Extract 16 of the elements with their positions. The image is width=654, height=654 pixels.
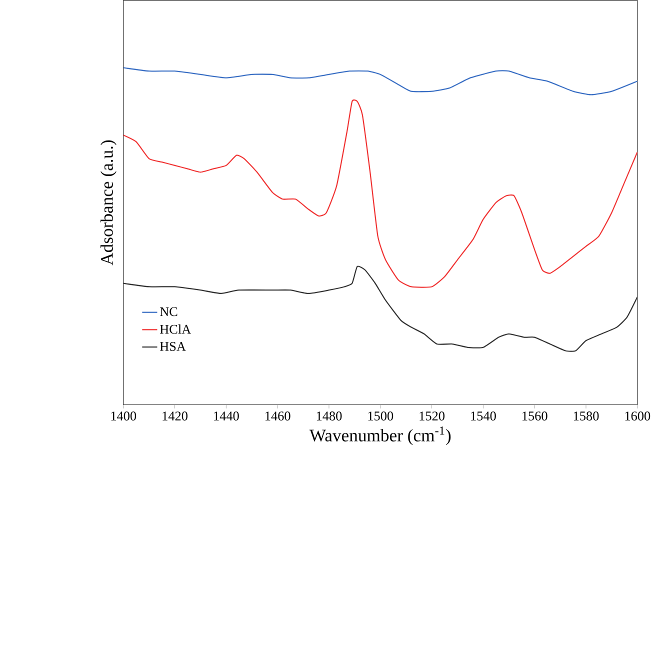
x-tick-label: 1420 bbox=[162, 412, 188, 420]
legend-label: HClA bbox=[160, 324, 192, 334]
x-tick-label: 1540 bbox=[471, 412, 496, 420]
x-tick-label: 1480 bbox=[317, 412, 342, 420]
x-tick-label: 1600 bbox=[626, 412, 650, 420]
x-tick-label: 1560 bbox=[522, 412, 548, 420]
x-tick-label: 1520 bbox=[420, 412, 445, 420]
legend-label: HSA bbox=[160, 342, 186, 351]
x-axis-title: Wavenumber (cm$^{-1}$) bbox=[310, 426, 451, 446]
y-axis-title: Adsorbance (a.u.) bbox=[100, 140, 117, 266]
x-tick-label: 1500 bbox=[368, 412, 394, 420]
x-tick-label: 1460 bbox=[266, 412, 291, 420]
x-tick-label: 1440 bbox=[214, 412, 240, 420]
x-tick-label: 1580 bbox=[574, 412, 599, 420]
legend-label: NC bbox=[160, 307, 178, 316]
x-tick-label: 1400 bbox=[112, 412, 136, 420]
